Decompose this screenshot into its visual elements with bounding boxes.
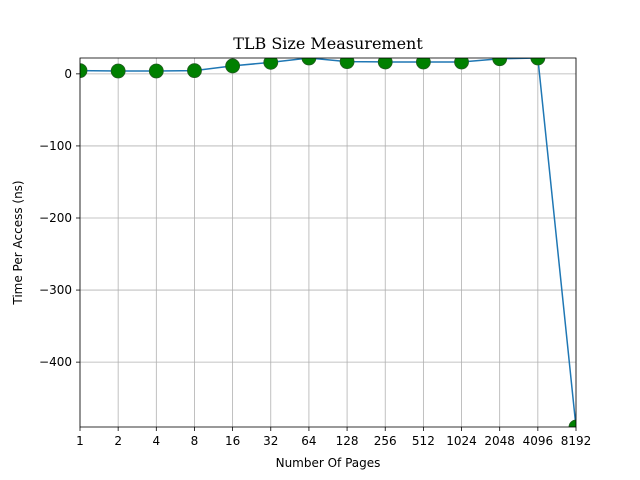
x-tick-label: 2: [114, 434, 122, 448]
data-point: [148, 63, 164, 79]
grid: [79, 58, 577, 427]
y-tick-label: −400: [39, 355, 72, 369]
plot-frame: [79, 57, 577, 428]
data-point: [415, 58, 431, 70]
y-axis-label: Time Per Access (ns): [11, 180, 25, 305]
x-tick-label: 64: [301, 434, 316, 448]
x-tick-label: 8192: [561, 434, 592, 448]
data-point: [263, 58, 279, 70]
data-point: [568, 419, 576, 427]
x-tick-label: 16: [225, 434, 240, 448]
x-tick-label: 4096: [523, 434, 554, 448]
y-tick-label: 0: [64, 67, 72, 81]
x-tick-label: 1024: [446, 434, 477, 448]
series: [80, 58, 576, 427]
x-tick-label: 32: [263, 434, 278, 448]
data-point: [454, 58, 469, 70]
data-point: [225, 58, 241, 74]
data-point: [339, 58, 355, 70]
y-tick-label: −100: [39, 139, 72, 153]
data-point: [377, 58, 393, 70]
x-axis-ticks: 1 2 4 8 16 32 64 128 256 512 1024 2048 4096 8192: [76, 427, 591, 448]
y-tick-label: −200: [39, 211, 72, 225]
x-tick-label: 512: [412, 434, 435, 448]
data-point: [80, 63, 88, 79]
y-axis-ticks: 0 −100 −200 −300 −400: [39, 67, 80, 369]
chart-title: TLB Size Measurement: [233, 34, 423, 53]
x-tick-label: 128: [336, 434, 359, 448]
y-tick-label: −300: [39, 283, 72, 297]
x-tick-label: 256: [374, 434, 397, 448]
series-line: [80, 58, 576, 427]
data-point: [187, 63, 202, 79]
data-point: [492, 58, 508, 67]
x-tick-label: 2048: [484, 434, 515, 448]
x-axis-label: Number Of Pages: [276, 456, 381, 470]
x-tick-label: 8: [191, 434, 199, 448]
x-tick-label: 1: [76, 434, 84, 448]
data-point: [530, 58, 546, 66]
data-point: [301, 58, 317, 66]
data-point: [110, 63, 126, 79]
x-tick-label: 4: [152, 434, 160, 448]
